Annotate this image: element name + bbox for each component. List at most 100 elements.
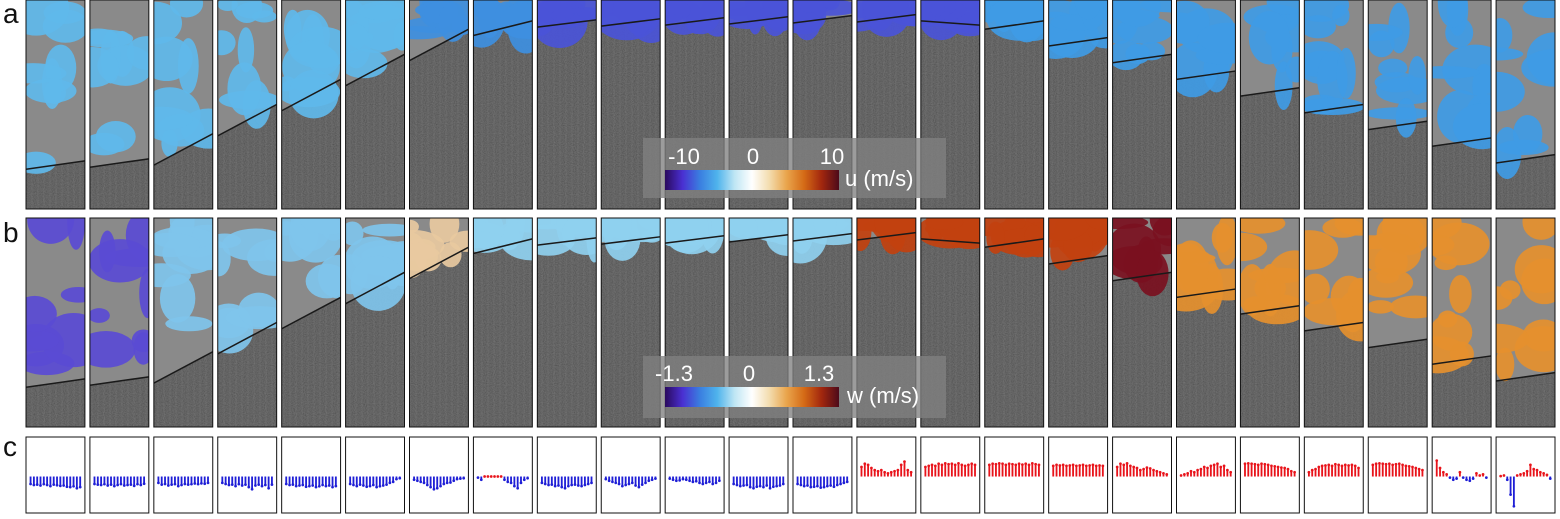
bar [1186, 473, 1189, 477]
frame-border [89, 217, 150, 428]
frame-velocity-patch [1522, 218, 1556, 240]
bar-cap [385, 483, 388, 486]
bar-cap [1189, 469, 1193, 473]
bar-cap [1155, 469, 1159, 473]
frame-velocity-patch [153, 106, 193, 131]
bar [628, 476, 630, 484]
bar-cap [459, 477, 462, 481]
bar [1385, 464, 1387, 477]
bar-cap [358, 483, 362, 486]
panel-a-frame [1112, 0, 1173, 210]
bar-cap [78, 485, 82, 489]
bar-cap [1119, 462, 1122, 466]
frame-velocity-patch [227, 62, 262, 116]
frame-velocity-patch [920, 0, 945, 21]
bar-cap [1030, 461, 1034, 465]
frame-surface-line [856, 13, 916, 23]
frame-border [600, 217, 661, 428]
frame-border [1176, 0, 1236, 210]
bar-cap [166, 484, 170, 487]
bar-cap [863, 462, 867, 466]
bar [846, 476, 849, 482]
frame-velocity-patch [409, 26, 448, 40]
bar-cap [970, 462, 974, 466]
bar-cap [230, 483, 234, 486]
frame-surface-line [920, 20, 980, 26]
bar-cap [1004, 463, 1008, 467]
bar-cap [1307, 470, 1311, 474]
frame-velocity-patch [139, 268, 149, 319]
bar [1293, 472, 1296, 477]
bar [355, 476, 358, 487]
bar-cap [1448, 476, 1452, 479]
bar-cap [694, 479, 698, 483]
frame-border [1048, 217, 1109, 428]
frame-velocity-patch [762, 0, 788, 32]
bar-cap [39, 484, 42, 487]
bar [647, 476, 650, 481]
frame-surface-line [1304, 103, 1364, 114]
bar-cap [873, 468, 877, 472]
frame-velocity-patch [41, 313, 85, 368]
bar-cap [960, 463, 964, 467]
bar [1142, 469, 1145, 477]
bar-cap [1293, 470, 1296, 474]
colorbar-u-tick-zero: 0 [746, 144, 760, 169]
bar [1418, 469, 1421, 477]
bar-cap [580, 484, 583, 488]
bar-cap [1414, 466, 1418, 470]
frame-border [664, 0, 725, 210]
panel-a-frame [536, 0, 597, 210]
bar [1088, 465, 1091, 477]
frame-border [984, 217, 1045, 428]
bar [1414, 468, 1417, 477]
bar [66, 476, 68, 487]
bar [187, 476, 190, 485]
bar-cap [445, 481, 449, 485]
bar [873, 470, 876, 477]
bar-cap [1289, 469, 1293, 473]
bar-cap [765, 484, 769, 487]
bar-cap [573, 483, 577, 486]
bar-cap [395, 477, 398, 481]
bar [1216, 463, 1219, 477]
frame-velocity-patch [26, 0, 70, 36]
frame-velocity-patch [1074, 0, 1102, 20]
panel-b-frame [600, 217, 661, 428]
bar-cap [698, 481, 701, 485]
panel-a-frame [1239, 0, 1300, 210]
bar-cap [771, 485, 775, 489]
bar-cap [1468, 479, 1472, 483]
bar [995, 464, 997, 477]
bar-cap [173, 482, 177, 486]
frame-border [536, 217, 597, 428]
bar-cap [1152, 468, 1155, 472]
bar-cap [704, 481, 708, 485]
frame-velocity-patch [126, 36, 149, 70]
bar-cap [1378, 461, 1381, 465]
bar-cap [58, 484, 62, 488]
panel-c-frame [1176, 436, 1236, 514]
frame-surface-line [1048, 36, 1108, 47]
frame-velocity-patch [1197, 22, 1236, 54]
bar [1452, 476, 1455, 480]
bar [174, 476, 176, 485]
frame-velocity-patch [247, 239, 277, 276]
bar [129, 476, 132, 485]
frame-border [856, 217, 917, 428]
bar [1257, 464, 1260, 477]
bar [1283, 468, 1286, 477]
frame-border [1367, 217, 1428, 428]
bar-cap [973, 463, 977, 467]
bar [1018, 463, 1020, 477]
bar [1031, 463, 1034, 477]
frame-surface-line [537, 237, 597, 246]
bar-cap [503, 478, 506, 482]
bar-cap [371, 483, 375, 487]
bar-cap [493, 475, 496, 478]
frame-border [1112, 0, 1173, 210]
bar [1024, 463, 1027, 477]
bar-cap [883, 470, 887, 474]
frame-velocity-patch [26, 295, 57, 333]
panel-label-c: c [3, 431, 17, 462]
